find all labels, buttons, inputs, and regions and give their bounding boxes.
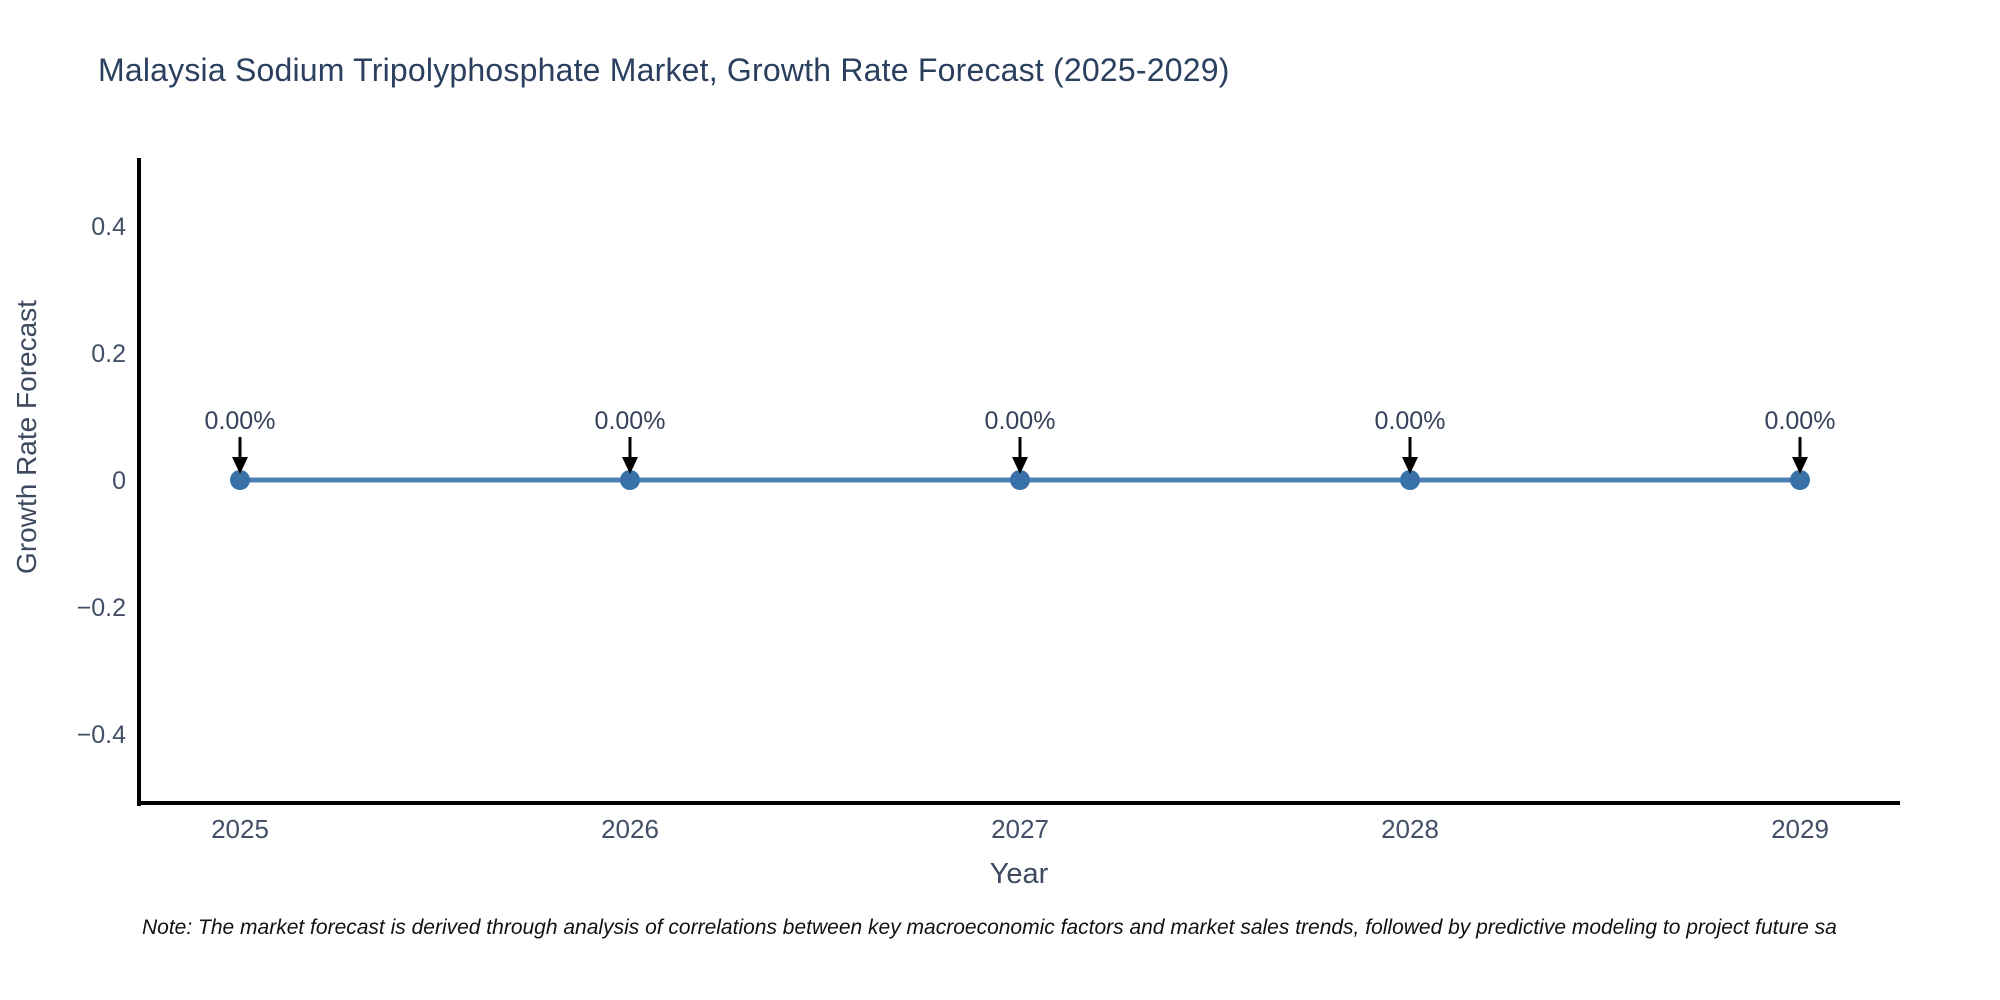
data-point-marker	[1790, 470, 1810, 490]
y-tick-label: −0.2	[77, 594, 126, 622]
point-annotation-label: 0.00%	[1765, 407, 1836, 435]
annotation-arrow-head-icon	[1402, 457, 1418, 474]
data-point-marker	[230, 470, 250, 490]
x-axis-title: Year	[989, 858, 1049, 890]
point-annotation-label: 0.00%	[985, 407, 1056, 435]
x-tick-label: 2028	[1381, 814, 1439, 844]
x-tick-label: 2027	[991, 814, 1049, 844]
point-annotation-label: 0.00%	[1375, 407, 1446, 435]
annotation-arrow-head-icon	[1012, 457, 1028, 474]
point-annotation-label: 0.00%	[205, 407, 276, 435]
annotation-arrow-head-icon	[232, 457, 248, 474]
chart-title: Malaysia Sodium Tripolyphosphate Market,…	[98, 52, 1230, 88]
x-tick-label: 2029	[1771, 814, 1829, 844]
y-tick-label: −0.4	[77, 721, 126, 749]
y-tick-label: 0.4	[91, 213, 126, 241]
data-point-marker	[620, 470, 640, 490]
annotation-arrow-head-icon	[1792, 457, 1808, 474]
annotation-arrow-head-icon	[622, 457, 638, 474]
data-point-marker	[1400, 470, 1420, 490]
point-annotation-label: 0.00%	[595, 407, 666, 435]
x-tick-label: 2025	[211, 814, 269, 844]
footnote: Note: The market forecast is derived thr…	[142, 916, 1837, 939]
data-point-marker	[1010, 470, 1030, 490]
x-tick-label: 2026	[601, 814, 659, 844]
y-tick-label: 0.2	[91, 340, 126, 368]
y-tick-label: 0	[112, 467, 126, 495]
